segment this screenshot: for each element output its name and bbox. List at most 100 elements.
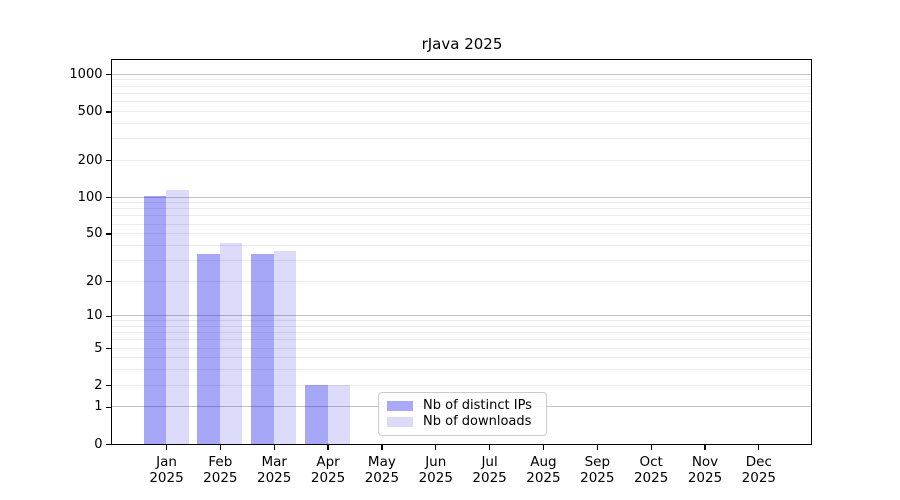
- y-tick-mark: [106, 280, 111, 283]
- y-tick-mark: [106, 315, 111, 317]
- gridline: [112, 332, 811, 334]
- x-tick-month: Jun: [425, 453, 447, 470]
- gridline: [112, 92, 811, 94]
- x-tick-label-sep: Sep 2025: [565, 454, 629, 487]
- x-tick-year: 2025: [418, 470, 453, 486]
- x-tick-month: Nov: [691, 453, 719, 470]
- x-tick-mark: [327, 445, 329, 450]
- x-tick-mark: [381, 445, 383, 450]
- legend: Nb of distinct IPs Nb of downloads: [378, 392, 547, 436]
- x-tick-label-oct: Oct 2025: [619, 454, 683, 487]
- x-tick-mark: [219, 445, 221, 450]
- x-tick-year: 2025: [257, 470, 292, 486]
- x-tick-year: 2025: [633, 470, 669, 486]
- x-tick-label-jul: Jul 2025: [458, 454, 522, 487]
- gridline: [112, 369, 811, 371]
- x-tick-label-mar: Mar 2025: [242, 454, 306, 487]
- x-tick-month: Sep: [584, 453, 611, 470]
- x-tick-month: Aug: [530, 453, 557, 470]
- x-tick-label-jun: Jun 2025: [404, 454, 468, 487]
- x-tick-month: Dec: [745, 453, 772, 470]
- x-tick-year: 2025: [472, 470, 507, 486]
- x-tick-year: 2025: [203, 470, 238, 486]
- y-tick-label: 1: [94, 399, 103, 415]
- gridline: [112, 85, 811, 87]
- x-tick-month: Jul: [481, 453, 498, 470]
- gridline: [112, 73, 811, 75]
- gridline: [112, 357, 811, 359]
- x-tick-mark: [542, 445, 545, 450]
- y-tick-label: 10: [85, 308, 103, 324]
- y-tick-mark: [106, 74, 111, 76]
- gridline: [112, 138, 811, 140]
- y-tick-mark: [106, 385, 111, 387]
- y-tick-mark: [106, 160, 111, 162]
- gridline: [112, 320, 811, 322]
- x-tick-mark: [596, 445, 598, 450]
- y-tick-mark: [106, 347, 111, 350]
- gridline: [112, 347, 811, 349]
- gridline: [112, 202, 811, 204]
- chart-title: rJava 2025: [421, 35, 503, 53]
- gridline: [112, 79, 811, 81]
- y-tick-label: 500: [77, 103, 103, 119]
- gridline: [112, 196, 811, 198]
- x-tick-mark: [273, 445, 275, 450]
- x-tick-month: Feb: [208, 453, 233, 470]
- y-tick-label: 0: [94, 436, 103, 452]
- gridline: [112, 325, 811, 327]
- gridline: [112, 244, 811, 246]
- plot-area: Nb of distinct IPs Nb of downloads: [111, 59, 812, 445]
- gridline: [112, 384, 811, 386]
- x-tick-month: Apr: [316, 453, 340, 470]
- gridline: [112, 101, 811, 103]
- bar-downloads-feb: [219, 242, 243, 444]
- x-tick-label-jan: Jan 2025: [135, 454, 199, 487]
- y-tick-mark: [106, 233, 111, 235]
- y-tick-label: 20: [85, 273, 103, 289]
- gridline: [112, 339, 811, 341]
- legend-swatch-distinct-ips: [387, 401, 413, 411]
- y-tick-label: 50: [85, 226, 103, 242]
- y-tick-mark: [106, 406, 111, 409]
- x-tick-year: 2025: [364, 470, 400, 486]
- bar-distinct-ips-feb: [197, 253, 220, 444]
- gridline: [112, 122, 811, 124]
- bar-distinct-ips-mar: [251, 253, 274, 444]
- gridline: [112, 233, 811, 235]
- x-tick-label-dec: Dec 2025: [727, 454, 791, 487]
- gridline: [112, 208, 811, 210]
- gridline: [112, 315, 811, 317]
- legend-item: Nb of distinct IPs: [387, 399, 538, 413]
- x-tick-month: May: [367, 453, 396, 470]
- x-tick-mark: [758, 445, 760, 450]
- bar-distinct-ips-jan: [143, 195, 166, 444]
- gridline: [112, 280, 811, 282]
- gridline: [112, 259, 811, 261]
- x-tick-label-apr: Apr 2025: [296, 454, 360, 487]
- legend-label: Nb of downloads: [423, 414, 532, 429]
- x-tick-mark: [650, 445, 652, 450]
- y-tick-mark: [106, 111, 111, 113]
- x-tick-label-may: May 2025: [350, 454, 414, 487]
- y-tick-label: 100: [77, 189, 103, 205]
- x-tick-year: 2025: [149, 470, 184, 486]
- x-tick-mark: [488, 445, 491, 450]
- x-tick-label-nov: Nov 2025: [673, 454, 737, 487]
- y-tick-mark: [106, 196, 111, 199]
- x-tick-year: 2025: [741, 470, 777, 486]
- x-tick-month: Oct: [639, 453, 663, 470]
- x-tick-mark: [165, 445, 168, 450]
- y-tick-mark: [106, 443, 111, 446]
- legend-label: Nb of distinct IPs: [423, 398, 532, 413]
- y-tick-label: 5: [94, 340, 103, 356]
- bar-distinct-ips-apr: [305, 385, 328, 444]
- gridline: [112, 215, 811, 217]
- x-tick-mark: [704, 445, 706, 450]
- x-tick-year: 2025: [526, 470, 561, 486]
- y-tick-label: 2: [94, 377, 103, 393]
- bar-downloads-mar: [273, 250, 297, 444]
- x-tick-month: Mar: [261, 453, 287, 470]
- x-tick-year: 2025: [580, 470, 615, 486]
